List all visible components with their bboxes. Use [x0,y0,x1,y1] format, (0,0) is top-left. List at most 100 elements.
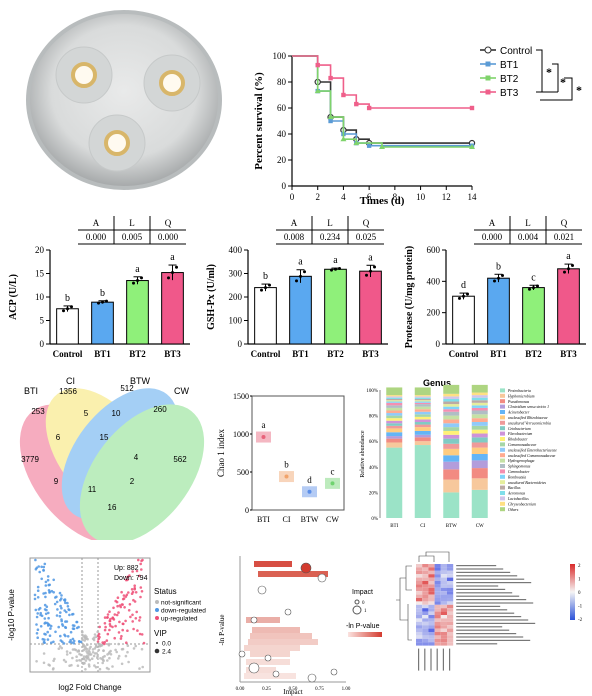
heatmap-cell [422,581,429,585]
heatmap-cell [416,638,423,643]
volcano-point [35,623,38,626]
genus-segment [471,442,488,448]
genus-segment [471,468,488,479]
replicate-point [338,266,341,270]
genus-segment [471,429,488,434]
heatmap-cell [434,632,441,636]
legend-p-bar [348,632,382,637]
heatmap-cell [422,611,429,615]
pathway-label-box [246,667,276,673]
volcano-point [108,656,111,660]
heatmap-cell [440,601,447,605]
volcano-point [105,639,109,642]
up-count: Up: 882 [114,565,139,572]
volcano-point [111,665,114,668]
replicate-point [132,281,135,285]
heatmap-cell [416,611,423,615]
volcano-point [52,640,55,644]
replicate-point [497,276,500,280]
heatmap-cell [440,608,447,612]
legend-swatch [500,431,505,436]
volcano-point [96,630,99,634]
stats-header: Q [561,218,568,228]
volcano-point [82,657,85,660]
y-tick-label: 0 [282,181,287,191]
sig-bracket [552,63,559,92]
bar-bt3 [359,270,382,345]
genus-segment [443,455,460,462]
col-label-line [436,648,438,671]
volcano-point [72,627,76,631]
bar-bt2 [522,287,545,345]
survival-chart: 0 20 40 60 80 100 0 2 4 6 8 10 12 14 Percent survival … [253,46,582,206]
row-label-line [456,643,498,645]
stats-header: A [291,218,298,228]
volcano-point [72,639,76,643]
legend-swatch [500,399,505,404]
legend-label: Acinetobacter [507,411,530,415]
volcano-point [115,613,119,617]
volcano-point [98,625,101,629]
volcano-point [36,589,40,592]
volcano-point [68,613,71,617]
volcano-point [125,593,129,597]
heatmap-cell [422,625,429,629]
color-scale-bar [570,564,575,620]
y-axis-label: Chao 1 index [216,429,226,477]
stats-value: 0.000 [482,232,503,242]
heatmap-cell [416,581,423,585]
x-tick-label: BT2 [129,349,146,359]
volcano-point [72,641,75,645]
volcano-point [126,650,129,654]
stats-header: L [327,218,333,228]
volcano-point [120,634,123,638]
volcano-point [118,604,122,607]
legend-swatch [500,442,505,447]
heatmap-cell [422,598,429,602]
volcano-point [93,664,96,667]
volcano-point [111,617,115,620]
pathway-bubble [264,654,272,662]
volcano-point [35,615,39,619]
y-tick-label: 40 [277,129,287,139]
heatmap-cell [447,608,454,612]
stats-value: 0.005 [122,232,143,242]
volcano-point [131,570,134,573]
row-label-line [456,616,522,618]
volcano-point [80,636,84,640]
pathway-label-box [250,633,312,639]
legend-swatch [500,437,505,441]
y-tick-label: 200 [229,292,243,302]
sig-bracket [536,49,543,93]
stats-value: 0.000 [158,232,179,242]
sig-letter: a [566,251,571,262]
replicate-point [501,273,504,277]
volcano-point [116,596,120,599]
volcano-point [34,608,38,612]
heatmap-cell [434,601,441,605]
legend-swatch [500,507,505,512]
genus-segment [471,478,488,490]
heatmap-cell [440,625,447,629]
row-label-line [456,619,529,621]
row-label-line [456,605,501,607]
y-tick-label: 0% [371,517,378,522]
heatmap-cell [440,635,447,639]
chao1-chart: 0 500 1000 1500 Chao 1 index a BTI b CI d BTW c CW [216,392,345,524]
chao-point [261,435,266,440]
x-tick-label: BTW [446,524,457,529]
genus-segment [414,406,431,410]
stats-header: A [489,218,496,228]
heatmap-cell [422,591,429,595]
genus-segment [386,405,403,408]
legend-label: unclassified Enterobacteriaceae [508,448,557,452]
genus-segment [386,420,403,424]
volcano-point [35,632,39,635]
genus-segment [443,415,460,420]
heatmap-cell [428,581,435,585]
y-tick-label: 40% [369,466,378,471]
volcano-point [36,612,39,615]
legend-title: Status [154,587,177,596]
volcano-point [114,624,117,628]
protease-bar-chart: A 0.000 L 0.004 Q 0.021 0 200 400 600 Protease (U/… [404,216,586,359]
